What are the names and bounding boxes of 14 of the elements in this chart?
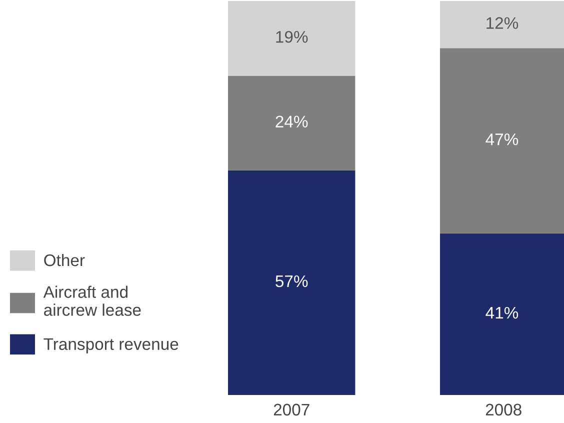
legend-label: Other [44, 254, 85, 266]
data-label: 24% [276, 116, 308, 128]
data-label: 57% [276, 275, 308, 288]
bar [228, 76, 356, 170]
legend-label: Aircraft and aircrew lease [43, 286, 141, 316]
data-label: 19% [276, 30, 308, 43]
legend-label: Transport revenue [44, 338, 178, 354]
bar [228, 170, 356, 395]
bar [228, 0, 356, 76]
x-tick-label: 2007 [274, 404, 310, 416]
x-tick-label: 2008 [486, 404, 522, 416]
data-label: 47% [486, 134, 518, 146]
data-label: 12% [486, 17, 518, 29]
data-label: 41% [486, 306, 518, 319]
